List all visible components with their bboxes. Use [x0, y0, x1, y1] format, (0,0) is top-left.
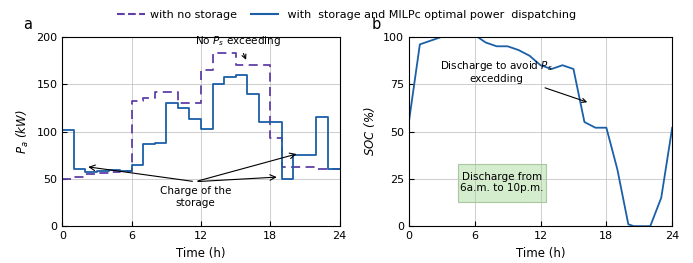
Legend: with no storage,  with  storage and MILPc optimal power  dispatching: with no storage, with storage and MILPc …: [112, 6, 581, 24]
FancyBboxPatch shape: [458, 164, 546, 201]
Text: Discharge from
6a.m. to 10p.m.: Discharge from 6a.m. to 10p.m.: [460, 172, 544, 193]
X-axis label: Time (h): Time (h): [176, 247, 226, 260]
Y-axis label: $P_a$ (kW): $P_a$ (kW): [15, 109, 30, 154]
Text: a: a: [24, 17, 33, 32]
X-axis label: Time (h): Time (h): [516, 247, 565, 260]
Text: Charge of the
storage: Charge of the storage: [159, 186, 231, 208]
Text: Discharge to avoid $P_s$
excedding: Discharge to avoid $P_s$ excedding: [440, 59, 586, 102]
Y-axis label: $SOC$ (%): $SOC$ (%): [362, 107, 378, 156]
Text: No $P_s$ exceeding: No $P_s$ exceeding: [195, 34, 281, 59]
Text: b: b: [372, 17, 381, 32]
